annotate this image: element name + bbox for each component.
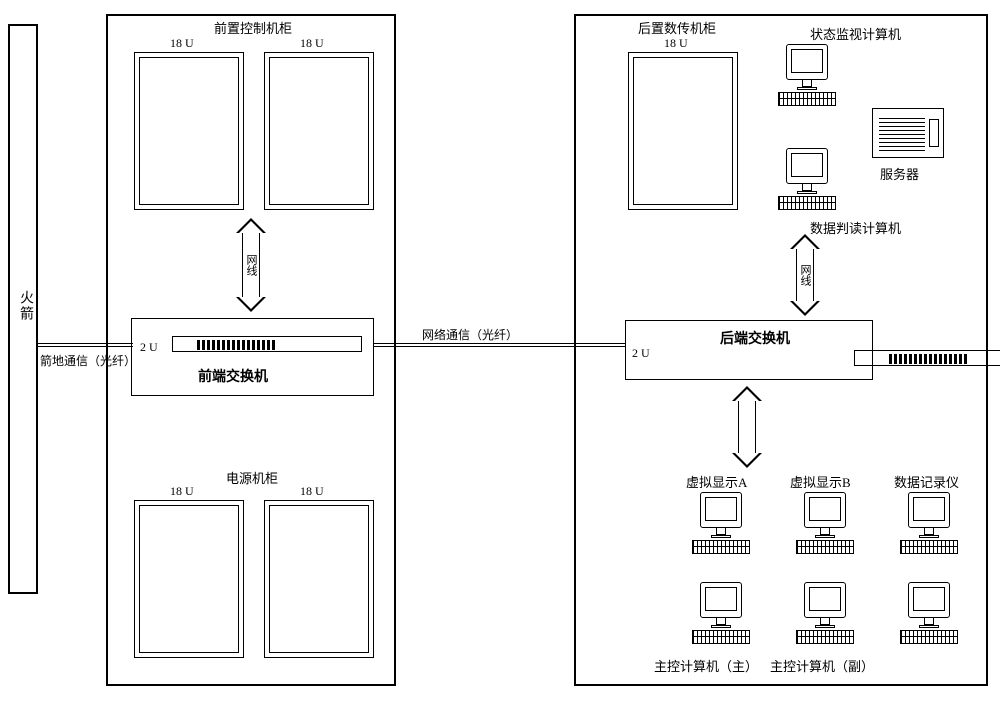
pc-vdisp-b-icon [790, 492, 862, 564]
pc-extra-icon [894, 582, 966, 654]
rack-front-top-left-u: 18 U [170, 36, 194, 51]
pc-main-pri-title: 主控计算机（主） [654, 656, 758, 675]
pc-vdisp-a-icon [686, 492, 758, 564]
arrow-front-top-label: 网线 [243, 254, 259, 276]
rack-back-top-u: 18 U [664, 36, 688, 51]
pc-data-judge-title: 数据判读计算机 [810, 218, 901, 237]
rack-front-top-right [264, 52, 374, 210]
link-network-label: 网络通信（光纤） [422, 326, 518, 343]
front-cabinet-title: 前置控制机柜 [214, 18, 292, 37]
power-cabinet-title: 电源机柜 [226, 468, 278, 487]
arrow-back-bottom [732, 386, 762, 468]
pc-recorder-icon [894, 492, 966, 564]
back-switch-u: 2 U [632, 346, 650, 361]
back-switch-label: 后端交换机 [720, 328, 790, 348]
rack-front-top-left [134, 52, 244, 210]
pc-status-monitor-icon [772, 44, 844, 116]
front-switch-u: 2 U [140, 340, 158, 355]
arrow-back-top-label: 网线 [797, 264, 813, 286]
arrow-front-top: 网线 [236, 218, 266, 312]
pc-main-sec-title: 主控计算机（副） [770, 656, 874, 675]
front-switch-label: 前端交换机 [198, 366, 268, 386]
rocket-label: 火箭 [15, 290, 35, 322]
back-cabinet-title: 后置数传机柜 [638, 18, 716, 37]
rack-power-right [264, 500, 374, 658]
rack-back-top [628, 52, 738, 210]
server-icon [872, 108, 944, 158]
pc-status-monitor-title: 状态监视计算机 [810, 24, 901, 43]
pc-vdisp-a-title: 虚拟显示A [686, 472, 747, 491]
rack-power-left [134, 500, 244, 658]
arrow-back-top: 网线 [790, 234, 820, 316]
rack-power-left-u: 18 U [170, 484, 194, 499]
pc-data-judge-icon [772, 148, 844, 220]
rack-front-top-right-u: 18 U [300, 36, 324, 51]
pc-main-pri-icon [686, 582, 758, 654]
server-label: 服务器 [880, 164, 919, 183]
pc-vdisp-b-title: 虚拟显示B [790, 472, 851, 491]
rack-power-right-u: 18 U [300, 484, 324, 499]
pc-main-sec-icon [790, 582, 862, 654]
front-switch-icon [172, 336, 362, 352]
back-switch-icon [854, 350, 1000, 366]
pc-recorder-title: 数据记录仪 [894, 472, 959, 491]
